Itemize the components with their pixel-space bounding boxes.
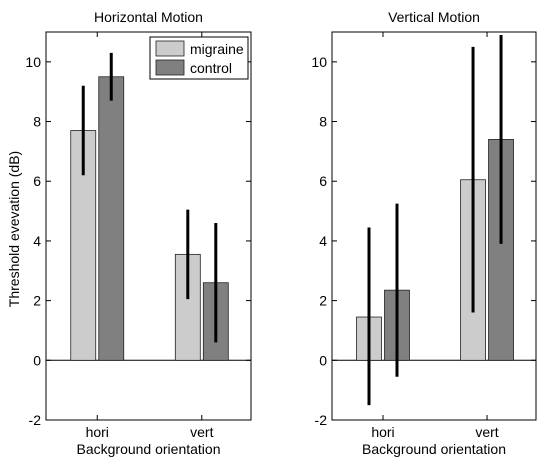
y-tick-label: 6 — [33, 173, 41, 189]
y-tick-label: 2 — [33, 293, 41, 309]
chart-title: Vertical Motion — [388, 9, 480, 25]
y-tick-label: 0 — [319, 352, 327, 368]
y-tick-label: 0 — [33, 352, 41, 368]
bar-control — [98, 76, 125, 361]
y-tick-label: 8 — [319, 114, 327, 130]
x-tick-label: vert — [475, 424, 498, 440]
y-tick-label: 4 — [33, 233, 41, 249]
y-tick-label: 10 — [25, 54, 41, 70]
chart-title: Horizontal Motion — [94, 9, 203, 25]
y-tick-label: 10 — [311, 54, 327, 70]
legend-label-control: control — [190, 60, 232, 76]
y-tick-label: -2 — [315, 412, 328, 428]
x-tick-label: hori — [86, 424, 109, 440]
y-axis-label: Threshold evevation (dB) — [6, 151, 22, 307]
panel-frame-1 — [45, 31, 252, 421]
y-tick-label: -2 — [29, 412, 42, 428]
legend-swatch-migraine — [155, 40, 185, 57]
y-tick-label: 6 — [319, 173, 327, 189]
x-axis-label: Background orientation — [362, 441, 506, 457]
panel-frame-2 — [331, 31, 537, 421]
y-tick-label: 2 — [319, 293, 327, 309]
x-tick-label: hori — [371, 424, 394, 440]
y-tick-label: 8 — [33, 114, 41, 130]
y-tick-label: 4 — [319, 233, 327, 249]
legend-swatch-control — [155, 59, 185, 76]
x-axis-label: Background orientation — [77, 441, 221, 457]
legend-label-migraine: migraine — [190, 41, 244, 57]
x-tick-label: vert — [190, 424, 213, 440]
